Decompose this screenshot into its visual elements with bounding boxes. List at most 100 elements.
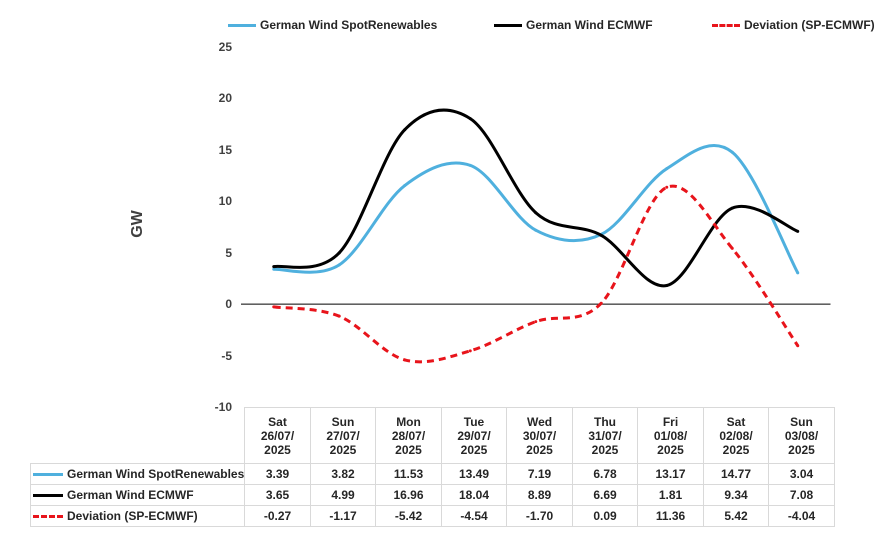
category-label-line: 27/07/ (326, 428, 360, 443)
y-tick-label: 5 (225, 245, 232, 260)
category-label-line: 2025 (395, 442, 422, 457)
category-header: Thu 31/07/2025 (571, 407, 639, 464)
table-cell: -4.04 (768, 505, 835, 527)
category-label-line: 02/08/ (719, 428, 753, 443)
data-point-deviation (534, 320, 538, 324)
y-tick-label: 20 (218, 91, 232, 106)
table-cell: 3.39 (244, 463, 311, 485)
data-point-ecmwf (468, 117, 472, 121)
table-cell: -4.54 (440, 505, 508, 527)
legend-swatch-deviation (712, 23, 740, 27)
row-label-spotrenewables: German Wind SpotRenewables (67, 467, 245, 481)
category-label-line: 2025 (460, 442, 488, 457)
data-point-deviation (665, 185, 669, 189)
table-cell: 6.78 (571, 463, 639, 485)
table-cell: 9.34 (702, 484, 770, 506)
table-cell: 3.04 (768, 463, 835, 485)
category-label-line: Sat (268, 414, 287, 429)
data-point-spotrenewables (403, 184, 407, 188)
category-label-line: 31/07/ (588, 428, 622, 443)
y-tick-label: 0 (225, 297, 232, 312)
table-cell: 16.96 (375, 484, 442, 506)
table-cell: -1.17 (309, 505, 377, 527)
category-label-line: Sun (790, 414, 813, 429)
y-tick-label: 15 (218, 142, 232, 157)
y-tick-label: -5 (221, 348, 232, 363)
data-point-spotrenewables (665, 167, 669, 171)
category-label-line: Mon (396, 414, 421, 429)
table-cell: -1.70 (506, 505, 573, 527)
data-point-spotrenewables (730, 150, 734, 154)
table-cell: -0.27 (244, 505, 311, 527)
data-point-deviation (272, 305, 276, 309)
data-point-deviation (337, 314, 341, 318)
category-label-line: 26/07/ (260, 428, 295, 443)
category-label-line: Fri (662, 414, 679, 429)
category-header: Sat 02/08/2025 (702, 407, 770, 464)
series-lines (272, 108, 800, 364)
data-point-ecmwf (665, 284, 669, 288)
category-header: Sat 26/07/2025 (244, 407, 311, 464)
data-point-spotrenewables (534, 228, 538, 232)
table-cell: 6.69 (571, 484, 639, 506)
row-swatch-deviation (33, 515, 63, 519)
category-header: Tue 29/07/2025 (440, 407, 508, 464)
category-label-line: 2025 (657, 442, 684, 457)
category-label-line: 2025 (264, 442, 291, 457)
table-row: German Wind ECMWF 3.65 4.99 16.96 18.04 8.89 6… (29, 484, 835, 506)
table-corner (31, 408, 245, 464)
data-point-ecmwf (272, 265, 276, 269)
legend-item-spotrenewables: German Wind SpotRenewables (228, 18, 437, 32)
row-label-deviation: Deviation (SP-ECMWF) (67, 509, 198, 523)
data-point-spotrenewables (468, 163, 472, 167)
table-cell: 7.08 (768, 484, 835, 506)
data-point-spotrenewables (337, 263, 341, 267)
row-label-ecmwf: German Wind ECMWF (67, 488, 194, 502)
table-cell: 3.65 (244, 484, 311, 506)
category-label-line: Wed (526, 414, 553, 429)
table-cell: 13.49 (440, 463, 508, 485)
table-cell: 14.77 (702, 463, 770, 485)
row-swatch-ecmwf (33, 494, 63, 498)
table-cell: 8.89 (506, 484, 573, 506)
y-tick-label: -10 (214, 400, 232, 414)
table-cell: 7.19 (506, 463, 573, 485)
category-label-line: Thu (594, 414, 617, 429)
data-point-spotrenewables (272, 267, 276, 271)
legend-swatch-spotrenewables (228, 23, 256, 27)
legend-label-ecmwf: German Wind ECMWF (526, 18, 653, 32)
data-point-ecmwf (796, 229, 800, 233)
data-point-ecmwf (599, 233, 603, 237)
data-point-ecmwf (730, 206, 734, 210)
table-cell: 18.04 (440, 484, 508, 506)
y-axis-label: GW (128, 210, 146, 238)
legend: German Wind SpotRenewables German Wind E… (0, 14, 889, 42)
series-line-deviation (273, 184, 799, 364)
row-swatch-spotrenewables (33, 473, 63, 477)
row-header-deviation: Deviation (SP-ECMWF) (29, 505, 246, 527)
data-point-deviation (599, 301, 603, 305)
series-line-ecmwf (273, 108, 799, 288)
y-tick-label: 10 (218, 194, 232, 209)
category-header: Sun 03/08/2025 (768, 407, 835, 464)
category-label-line: 2025 (722, 442, 750, 457)
category-header: Wed 30/07/2025 (506, 407, 573, 464)
table-header-row: Sat 26/07/2025 Sun 27/07/2025 Mon 28/07/2025 T… (31, 407, 835, 464)
table-cell: 5.42 (702, 505, 770, 527)
data-point-deviation (468, 349, 472, 353)
category-label-line: 01/08/ (653, 428, 688, 443)
legend-label-spotrenewables: German Wind SpotRenewables (260, 18, 438, 32)
data-point-ecmwf (534, 211, 538, 215)
table-row: German Wind SpotRenewables 3.39 3.82 11.53 1… (29, 463, 835, 485)
data-point-ecmwf (403, 128, 407, 132)
category-label-line: 2025 (329, 442, 357, 457)
table-cell: 13.17 (637, 463, 704, 485)
data-point-spotrenewables (796, 271, 800, 275)
category-label-line: Tue (463, 414, 485, 429)
row-header-spotrenewables: German Wind SpotRenewables (29, 463, 246, 485)
data-point-ecmwf (337, 251, 341, 255)
category-label-line: 03/08/ (784, 428, 819, 443)
legend-swatch-ecmwf (494, 23, 522, 27)
category-label-line: 2025 (788, 442, 815, 457)
